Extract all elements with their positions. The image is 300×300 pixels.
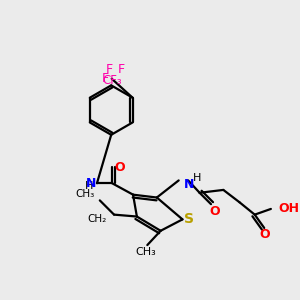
- Text: N: N: [85, 177, 96, 190]
- Text: F: F: [118, 63, 125, 76]
- Text: H: H: [193, 172, 201, 183]
- Text: CH₂: CH₂: [87, 214, 106, 224]
- Text: O: O: [259, 228, 269, 241]
- Text: CF₃: CF₃: [102, 74, 122, 87]
- Text: O: O: [209, 205, 220, 218]
- Text: O: O: [114, 160, 125, 174]
- Text: CH₃: CH₃: [76, 189, 95, 199]
- Text: F: F: [105, 63, 112, 76]
- Text: H: H: [85, 181, 94, 191]
- Text: OH: OH: [278, 202, 299, 215]
- Text: N: N: [183, 178, 194, 191]
- Text: CH₃: CH₃: [135, 247, 156, 257]
- Text: S: S: [184, 212, 194, 226]
- Text: F: F: [102, 72, 109, 85]
